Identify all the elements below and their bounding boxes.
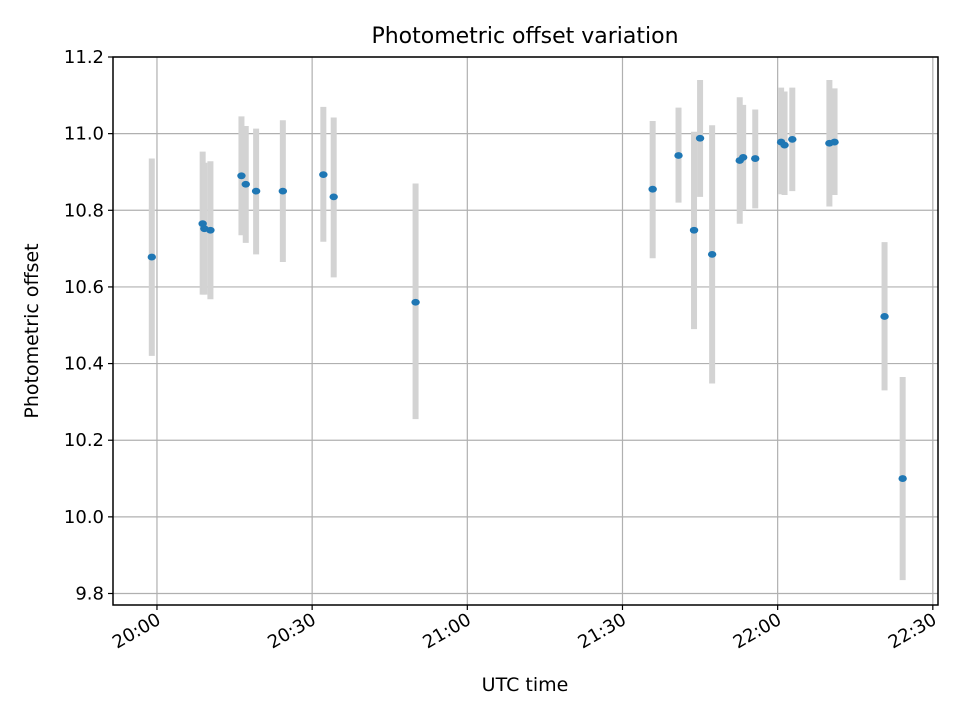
y-tick-label: 10.8 (64, 200, 104, 221)
data-points (147, 134, 907, 482)
y-tick-label: 11.2 (64, 47, 104, 68)
data-point (880, 313, 889, 320)
data-point (278, 187, 288, 195)
grid (113, 56, 938, 605)
chart-title: Photometric offset variation (371, 24, 678, 49)
y-tick-label: 10.4 (64, 354, 104, 375)
data-point (689, 226, 699, 234)
data-point (329, 193, 338, 201)
data-point (751, 155, 760, 162)
data-point (319, 171, 328, 179)
y-tick-label: 10.6 (64, 277, 104, 298)
plot-frame (112, 56, 939, 606)
data-point (788, 135, 797, 143)
x-axis-label: UTC time (482, 674, 569, 696)
data-point (237, 172, 246, 180)
data-point (674, 152, 683, 159)
y-axis-label: Photometric offset (21, 243, 43, 418)
data-point (648, 185, 657, 193)
y-tick-label: 11.0 (64, 124, 104, 145)
data-point (411, 298, 420, 306)
y-tick-label: 10.0 (64, 507, 104, 528)
data-point (251, 187, 261, 195)
data-point (830, 138, 839, 146)
data-point (780, 141, 789, 149)
y-tick-label: 10.2 (64, 430, 104, 451)
data-point (695, 134, 705, 142)
y-tick-label: 9.8 (75, 584, 104, 605)
data-point (206, 226, 215, 234)
data-point (241, 180, 250, 188)
data-point (707, 250, 717, 258)
data-point (147, 253, 156, 261)
data-point (738, 154, 748, 161)
data-point (898, 475, 907, 482)
